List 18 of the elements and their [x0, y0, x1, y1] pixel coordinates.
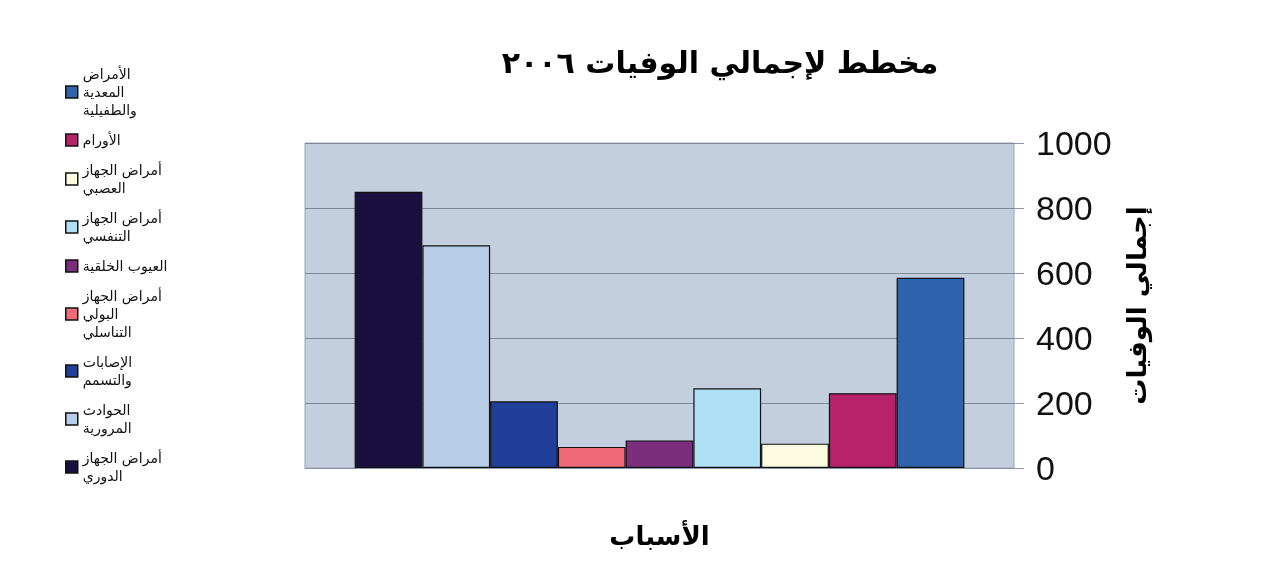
legend-label: الأمراض المعدية والطفيلية	[82, 65, 137, 119]
y-tick-label: 800	[1036, 189, 1093, 227]
legend-label: الحوادث المرورية	[82, 402, 135, 437]
legend-label: الإصابات والتسمم	[82, 354, 137, 389]
y-tick-label: 400	[1036, 319, 1093, 357]
legend-label: العيوب الخلقية	[82, 258, 168, 275]
y-tick-label: 0	[1036, 449, 1055, 487]
chart-title: مخطط لإجمالي الوفيات ٢٠٠٦	[501, 44, 939, 81]
legend-label: أمراض الجهاز الدوري	[81, 449, 167, 485]
legend-label: أمراض الجهاز العصبي	[81, 161, 167, 197]
x-axis-title: الأسباب	[609, 520, 710, 551]
legend-label: أمراض الجهاز البولي التناسلي	[81, 287, 167, 341]
y-tick-label: 1000	[1036, 124, 1112, 162]
y-tick-label: 200	[1036, 384, 1093, 422]
legend-label: أمراض الجهاز التنفسي	[81, 209, 167, 245]
legend-label: الأورام	[82, 131, 121, 149]
y-tick-label: 600	[1036, 254, 1093, 292]
y-axis-title: إجمالي الوفيات	[1122, 206, 1153, 405]
